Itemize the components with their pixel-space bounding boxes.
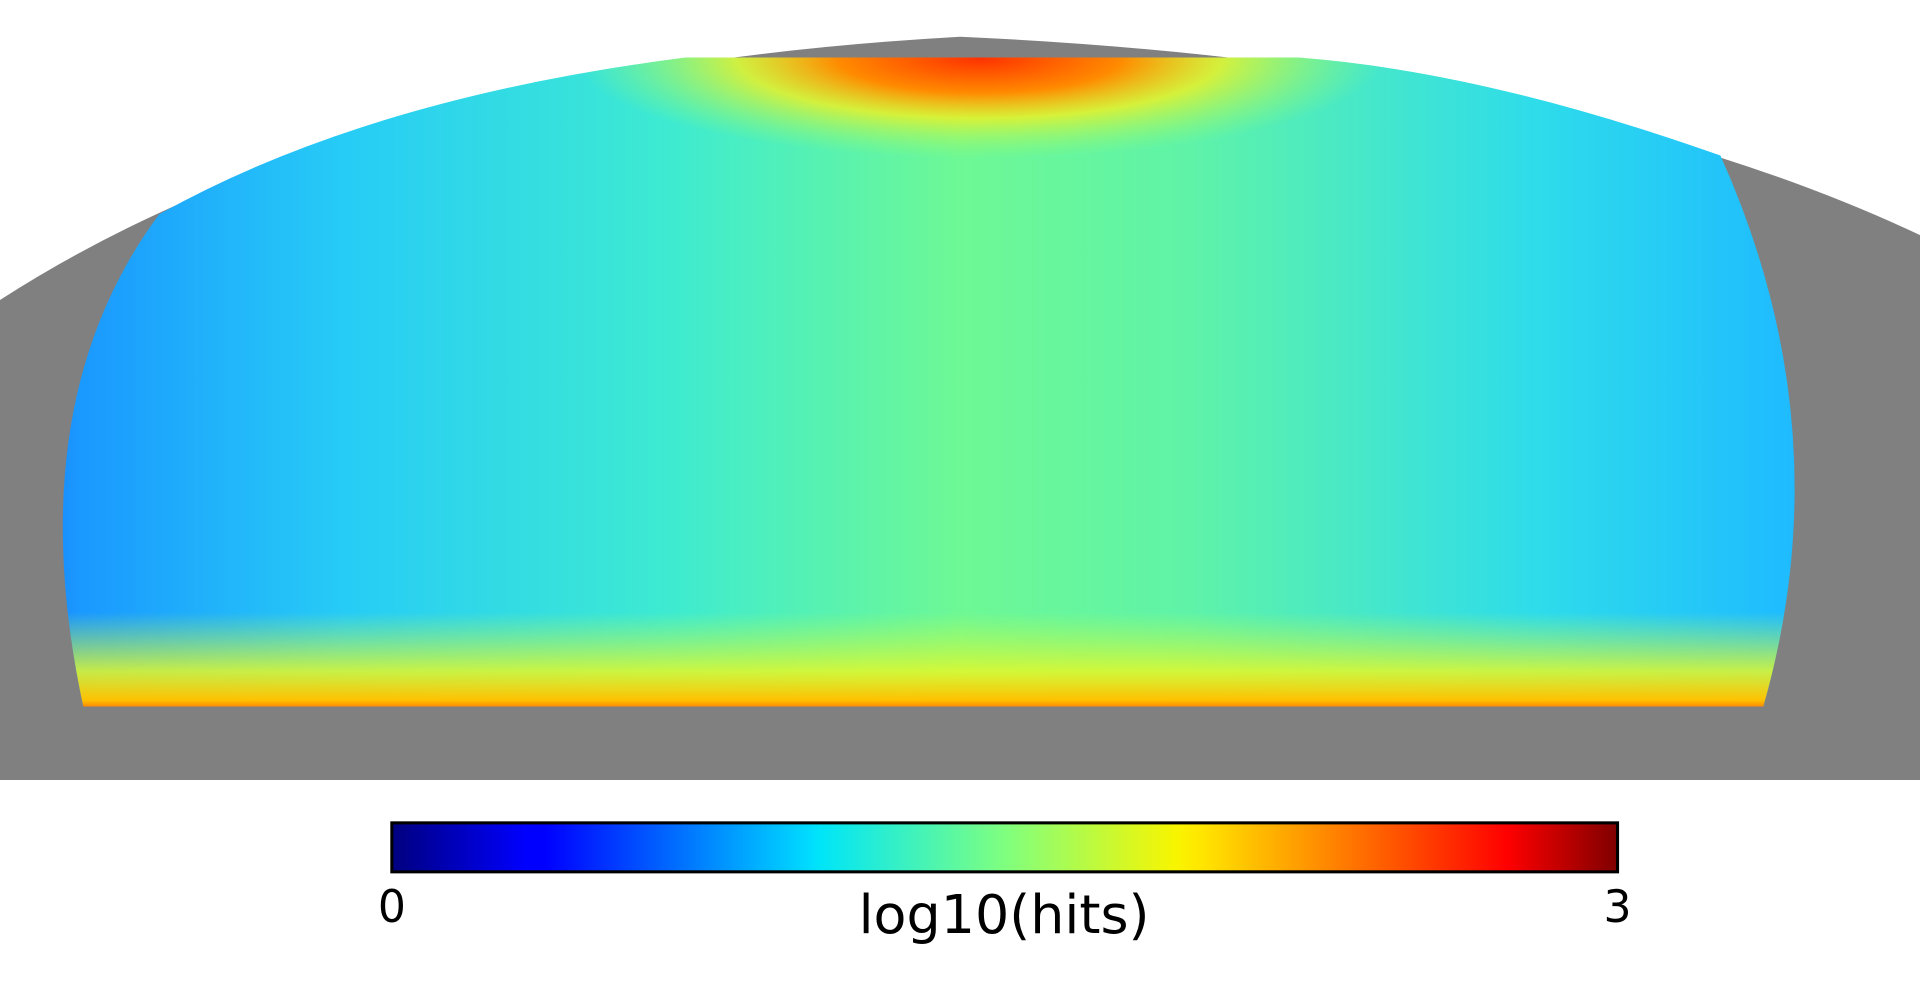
colorbar-label: log10(hits) [859,883,1150,946]
map-bottom-band [62,612,1795,707]
map-top-band [62,57,1795,294]
sky-map [62,57,1795,707]
colorbar [390,821,1620,874]
colorbar-tick-label: 0 [378,882,406,933]
colorbar-tick-label: 3 [1604,882,1632,933]
